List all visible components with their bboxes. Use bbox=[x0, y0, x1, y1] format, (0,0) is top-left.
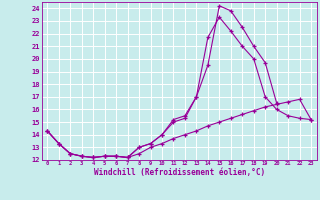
X-axis label: Windchill (Refroidissement éolien,°C): Windchill (Refroidissement éolien,°C) bbox=[94, 168, 265, 177]
